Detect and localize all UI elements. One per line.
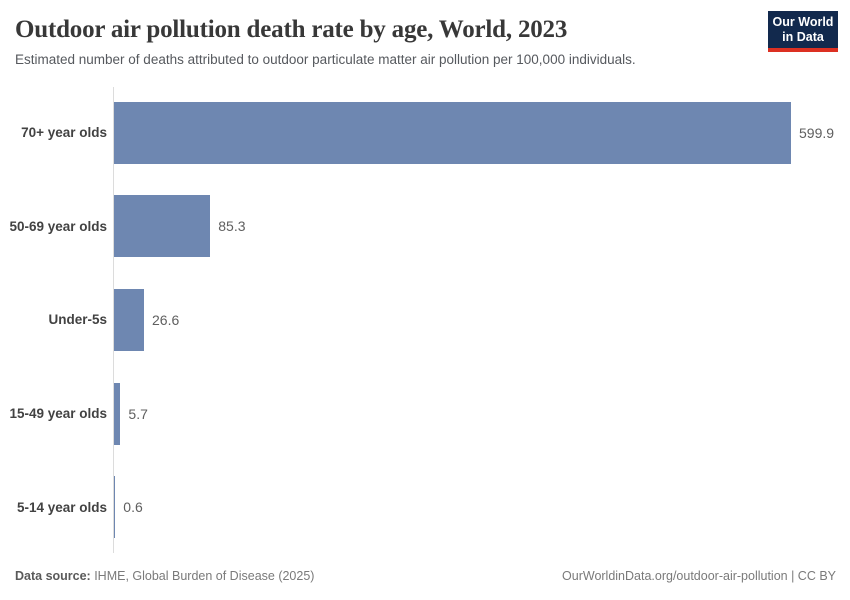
category-label: 15-49 year olds [9,406,107,422]
value-label: 85.3 [218,218,246,235]
credit-line: OurWorldinData.org/outdoor-air-pollution… [562,569,836,583]
bar[interactable] [114,382,121,445]
category-label: 70+ year olds [21,125,107,141]
data-source-label: Data source: [15,569,91,583]
bar-row: Under-5s 26.6 [0,273,850,367]
bar[interactable] [114,195,211,258]
category-label: 5-14 year olds [16,499,107,515]
bar-track: 26.6 [114,273,850,367]
chart-header: Outdoor air pollution death rate by age,… [15,16,750,67]
category-label: 50-69 year olds [9,218,107,234]
bar-track: 85.3 [114,180,850,274]
value-label: 5.7 [128,405,148,422]
value-label: 599.9 [799,124,835,141]
bar-rows: 70+ year olds 599.9 50-69 year olds 85.3 Und… [0,86,850,554]
bar[interactable] [114,288,145,351]
bar[interactable] [114,101,791,164]
chart-subtitle: Estimated number of deaths attributed to… [15,52,636,67]
bar-chart: 70+ year olds 599.9 50-69 year olds 85.3 Und… [0,86,850,554]
bar-track: 599.9 [114,86,850,180]
y-axis-line [113,87,114,553]
value-label: 0.6 [123,499,143,516]
owid-logo-line1: Our World [772,14,834,29]
bar[interactable] [114,476,116,539]
bar-row: 50-69 year olds 85.3 [0,180,850,274]
bar-row: 5-14 year olds 0.6 [0,460,850,554]
category-label: Under-5s [48,312,107,328]
owid-logo-text: Our World in Data [768,11,838,48]
bar-track: 0.6 [114,460,850,554]
bar-track: 5.7 [114,367,850,461]
bar-row: 15-49 year olds 5.7 [0,367,850,461]
owid-logo-line2: in Data [782,29,824,44]
chart-footer: Data source: IHME, Global Burden of Dise… [15,569,836,583]
value-label: 26.6 [152,311,180,328]
bar-row: 70+ year olds 599.9 [0,86,850,180]
owid-logo-accent-bar [768,48,838,52]
owid-logo[interactable]: Our World in Data [768,11,838,52]
chart-title: Outdoor air pollution death rate by age,… [15,16,568,43]
data-source-value: IHME, Global Burden of Disease (2025) [90,569,315,583]
data-source: Data source: IHME, Global Burden of Dise… [15,569,314,583]
